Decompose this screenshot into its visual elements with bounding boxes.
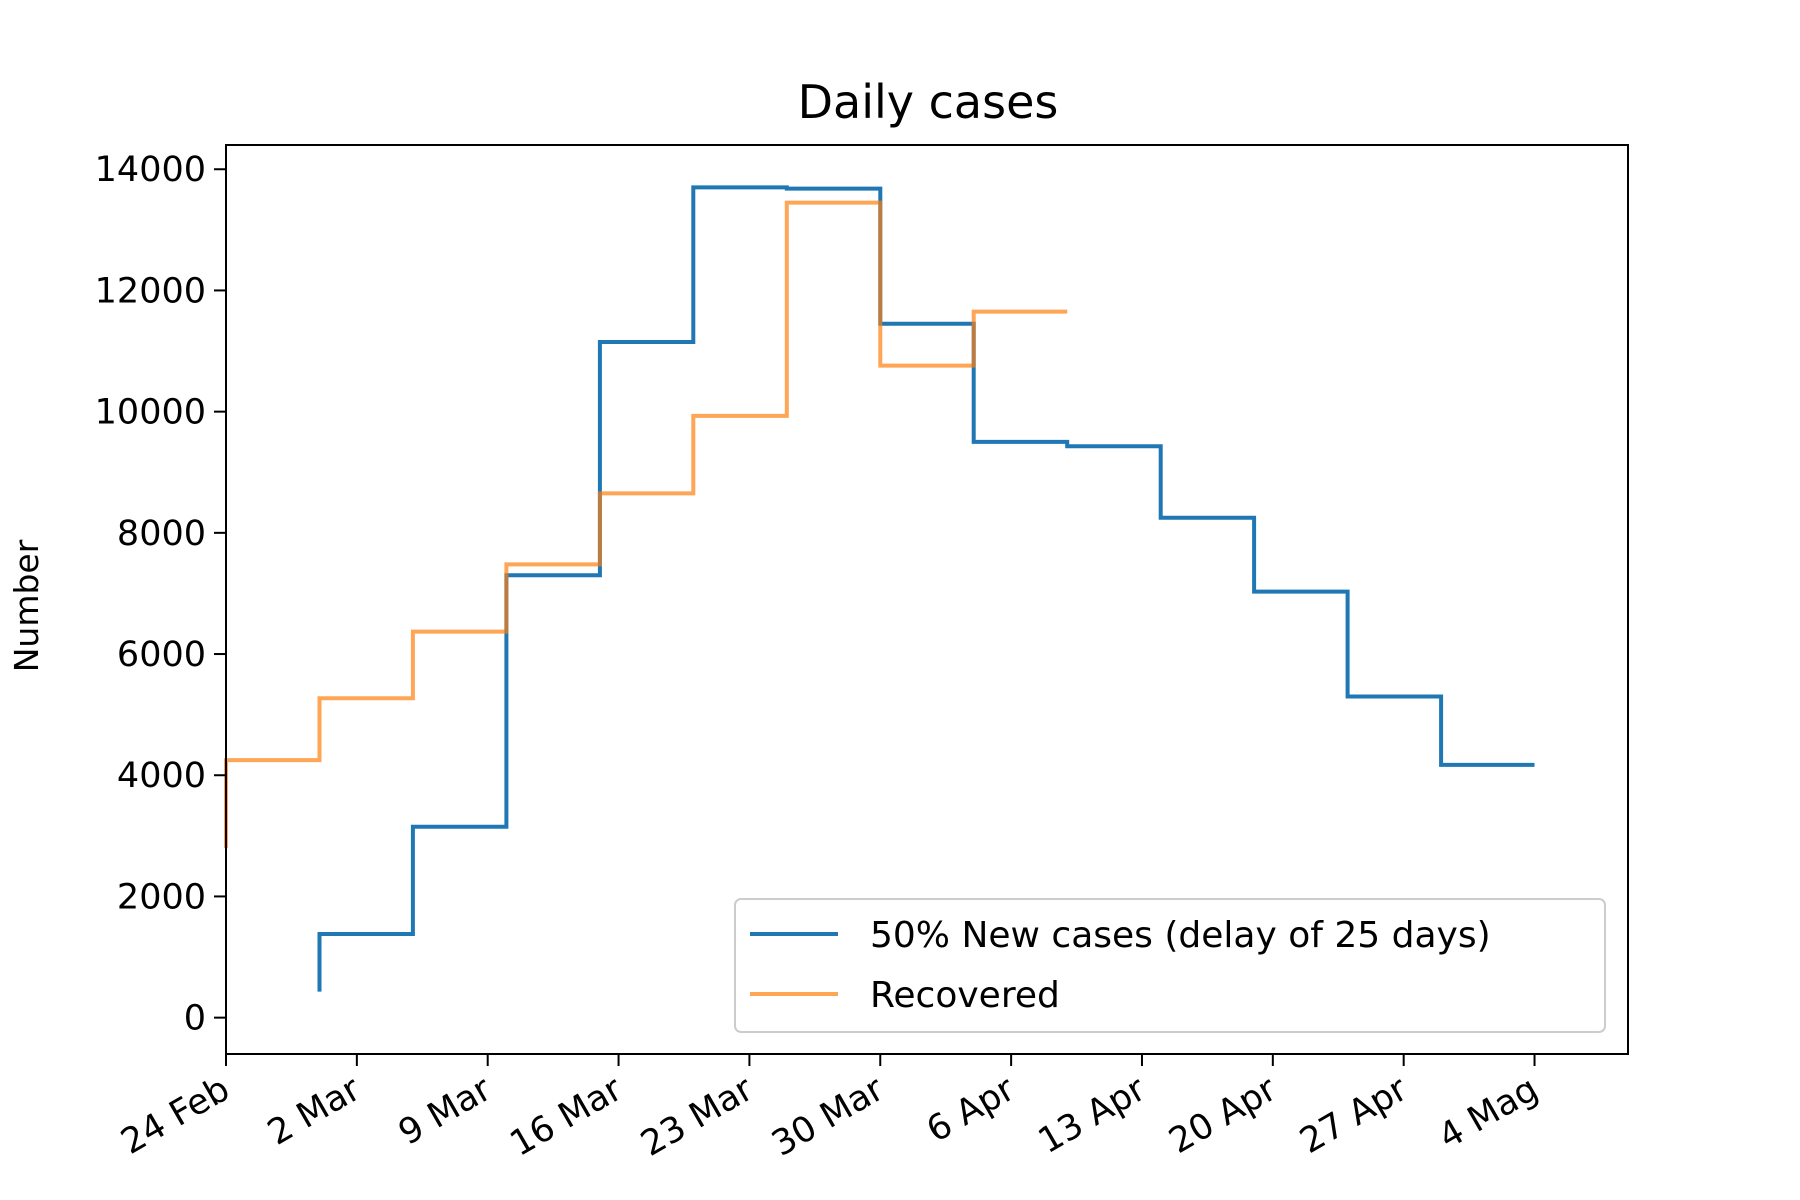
y-axis-label: Number — [7, 539, 46, 672]
y-tick-label: 8000 — [117, 514, 206, 554]
series-layer — [224, 185, 1535, 992]
y-tick-label: 6000 — [117, 635, 206, 675]
legend-label-2: Recovered — [870, 975, 1060, 1016]
y-tick-label: 0 — [184, 999, 206, 1039]
legend-box — [734, 898, 1606, 1033]
series-line-2 — [224, 200, 1068, 848]
plot-frame — [225, 144, 1629, 1055]
legend: 50% New cases (delay of 25 days) Recovere… — [734, 898, 1606, 1033]
y-tick-label: 12000 — [95, 271, 206, 311]
y-tick-label: 2000 — [117, 877, 206, 917]
chart-title: Daily cases — [798, 75, 1059, 129]
y-tick-label: 14000 — [95, 150, 206, 190]
legend-label-1: 50% New cases (delay of 25 days) — [870, 915, 1491, 956]
y-tick-label: 4000 — [117, 756, 206, 796]
y-tick-label: 10000 — [95, 393, 206, 433]
